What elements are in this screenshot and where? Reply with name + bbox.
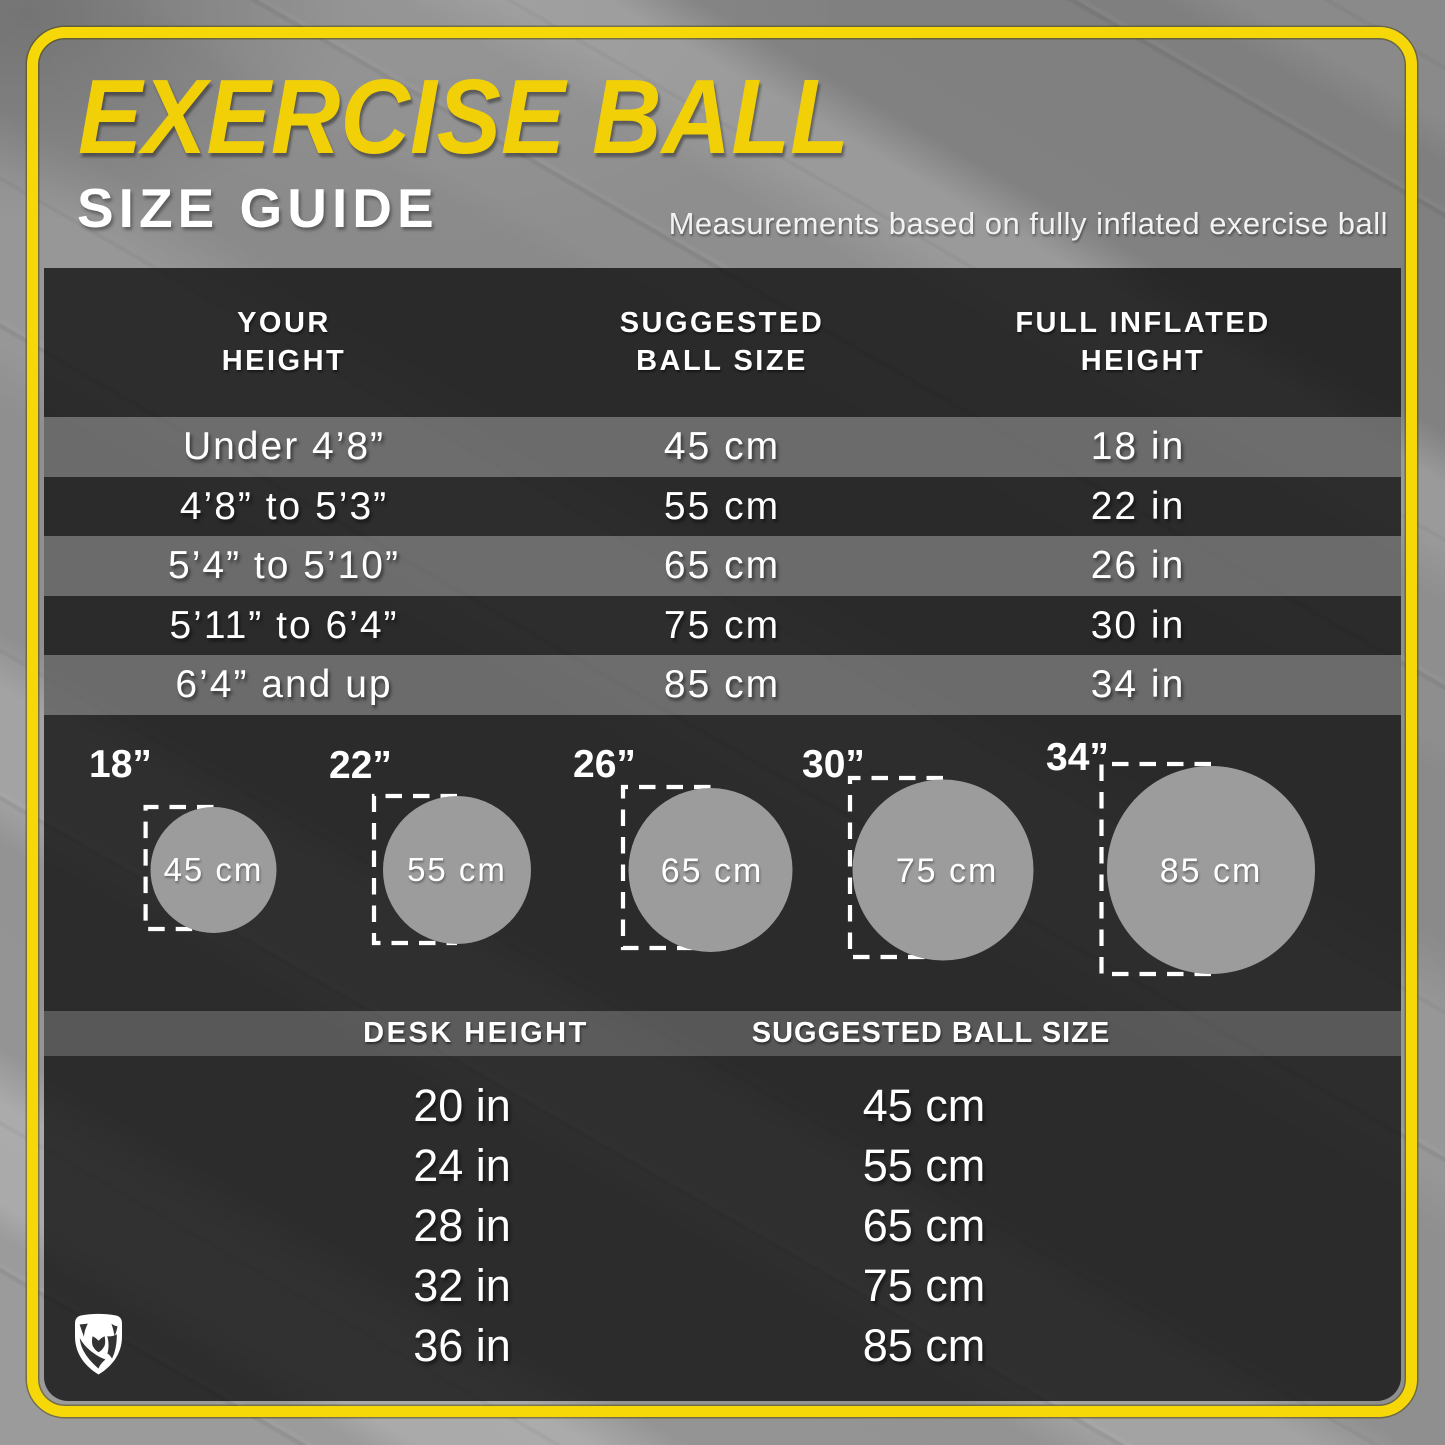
svg-text:75 cm: 75 cm <box>896 852 999 890</box>
svg-text:30”: 30” <box>802 743 865 786</box>
svg-text:65 cm: 65 cm <box>661 852 764 890</box>
svg-text:18”: 18” <box>89 743 152 786</box>
svg-text:85 cm: 85 cm <box>1160 852 1263 890</box>
svg-text:26”: 26” <box>573 743 636 786</box>
svg-text:45 cm: 45 cm <box>164 851 264 888</box>
svg-text:34”: 34” <box>1046 736 1109 779</box>
svg-text:55 cm: 55 cm <box>407 851 507 888</box>
svg-text:22”: 22” <box>329 744 392 787</box>
